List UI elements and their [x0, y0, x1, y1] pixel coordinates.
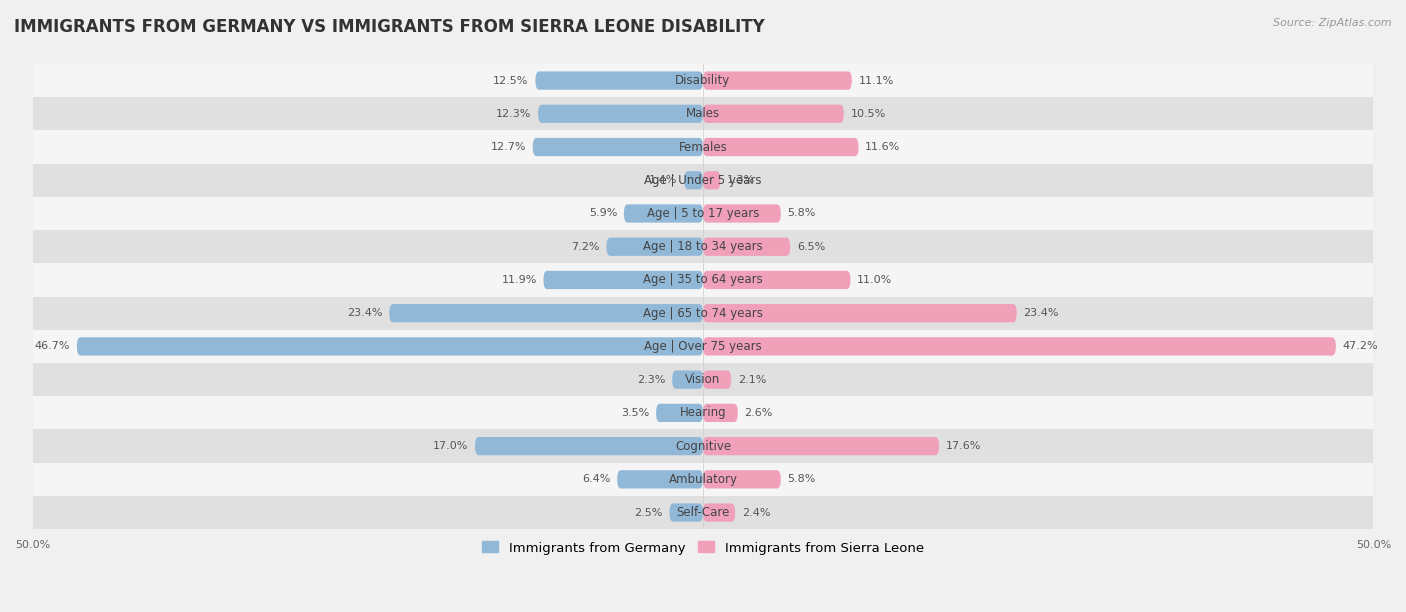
FancyBboxPatch shape — [703, 404, 738, 422]
Text: 2.6%: 2.6% — [745, 408, 773, 418]
Text: 5.9%: 5.9% — [589, 209, 617, 218]
FancyBboxPatch shape — [533, 138, 703, 156]
FancyBboxPatch shape — [672, 370, 703, 389]
Bar — [32, 330, 1374, 363]
Text: 23.4%: 23.4% — [1024, 308, 1059, 318]
FancyBboxPatch shape — [703, 504, 735, 521]
Text: 12.7%: 12.7% — [491, 142, 526, 152]
Text: 11.9%: 11.9% — [502, 275, 537, 285]
FancyBboxPatch shape — [703, 72, 852, 90]
Text: 46.7%: 46.7% — [35, 341, 70, 351]
FancyBboxPatch shape — [606, 237, 703, 256]
FancyBboxPatch shape — [657, 404, 703, 422]
FancyBboxPatch shape — [703, 204, 780, 223]
Text: Self-Care: Self-Care — [676, 506, 730, 519]
Legend: Immigrants from Germany, Immigrants from Sierra Leone: Immigrants from Germany, Immigrants from… — [477, 536, 929, 560]
Text: 2.3%: 2.3% — [637, 375, 665, 385]
Text: 23.4%: 23.4% — [347, 308, 382, 318]
Text: 17.6%: 17.6% — [946, 441, 981, 451]
Bar — [32, 363, 1374, 396]
Text: 6.5%: 6.5% — [797, 242, 825, 252]
Text: Age | 18 to 34 years: Age | 18 to 34 years — [643, 241, 763, 253]
Text: 47.2%: 47.2% — [1343, 341, 1378, 351]
FancyBboxPatch shape — [703, 437, 939, 455]
Bar — [32, 263, 1374, 297]
Text: 17.0%: 17.0% — [433, 441, 468, 451]
Text: 2.5%: 2.5% — [634, 507, 662, 518]
FancyBboxPatch shape — [703, 304, 1017, 323]
Bar — [32, 430, 1374, 463]
Text: Hearing: Hearing — [679, 406, 727, 419]
FancyBboxPatch shape — [77, 337, 703, 356]
FancyBboxPatch shape — [544, 271, 703, 289]
Bar — [32, 396, 1374, 430]
Text: 11.0%: 11.0% — [858, 275, 893, 285]
Bar — [32, 463, 1374, 496]
Bar — [32, 130, 1374, 163]
FancyBboxPatch shape — [624, 204, 703, 223]
Bar — [32, 230, 1374, 263]
Text: Vision: Vision — [685, 373, 721, 386]
Text: 12.5%: 12.5% — [494, 75, 529, 86]
Bar — [32, 97, 1374, 130]
FancyBboxPatch shape — [669, 504, 703, 521]
Text: Age | 35 to 64 years: Age | 35 to 64 years — [643, 274, 763, 286]
FancyBboxPatch shape — [703, 337, 1336, 356]
Text: 1.3%: 1.3% — [727, 175, 755, 185]
FancyBboxPatch shape — [703, 105, 844, 123]
Bar — [32, 163, 1374, 197]
FancyBboxPatch shape — [703, 138, 859, 156]
Text: Age | Under 5 years: Age | Under 5 years — [644, 174, 762, 187]
FancyBboxPatch shape — [685, 171, 703, 189]
Text: Age | Over 75 years: Age | Over 75 years — [644, 340, 762, 353]
Text: Females: Females — [679, 141, 727, 154]
FancyBboxPatch shape — [703, 370, 731, 389]
FancyBboxPatch shape — [389, 304, 703, 323]
Text: Source: ZipAtlas.com: Source: ZipAtlas.com — [1274, 18, 1392, 28]
Bar — [32, 297, 1374, 330]
Text: 11.1%: 11.1% — [859, 75, 894, 86]
FancyBboxPatch shape — [703, 237, 790, 256]
Bar — [32, 64, 1374, 97]
Text: Age | 65 to 74 years: Age | 65 to 74 years — [643, 307, 763, 319]
Text: 7.2%: 7.2% — [571, 242, 600, 252]
Text: 11.6%: 11.6% — [865, 142, 900, 152]
Text: Ambulatory: Ambulatory — [668, 473, 738, 486]
FancyBboxPatch shape — [538, 105, 703, 123]
Text: Males: Males — [686, 107, 720, 121]
Text: 10.5%: 10.5% — [851, 109, 886, 119]
FancyBboxPatch shape — [703, 271, 851, 289]
Text: Disability: Disability — [675, 74, 731, 87]
FancyBboxPatch shape — [703, 171, 720, 189]
Text: 2.4%: 2.4% — [742, 507, 770, 518]
Text: 2.1%: 2.1% — [738, 375, 766, 385]
FancyBboxPatch shape — [617, 470, 703, 488]
Text: 12.3%: 12.3% — [496, 109, 531, 119]
Text: 5.8%: 5.8% — [787, 474, 815, 484]
Text: 3.5%: 3.5% — [621, 408, 650, 418]
Bar — [32, 197, 1374, 230]
FancyBboxPatch shape — [703, 470, 780, 488]
Text: 1.4%: 1.4% — [650, 175, 678, 185]
Text: 6.4%: 6.4% — [582, 474, 610, 484]
Text: 5.8%: 5.8% — [787, 209, 815, 218]
Text: Age | 5 to 17 years: Age | 5 to 17 years — [647, 207, 759, 220]
FancyBboxPatch shape — [475, 437, 703, 455]
Bar — [32, 496, 1374, 529]
Text: Cognitive: Cognitive — [675, 439, 731, 453]
FancyBboxPatch shape — [536, 72, 703, 90]
Text: IMMIGRANTS FROM GERMANY VS IMMIGRANTS FROM SIERRA LEONE DISABILITY: IMMIGRANTS FROM GERMANY VS IMMIGRANTS FR… — [14, 18, 765, 36]
